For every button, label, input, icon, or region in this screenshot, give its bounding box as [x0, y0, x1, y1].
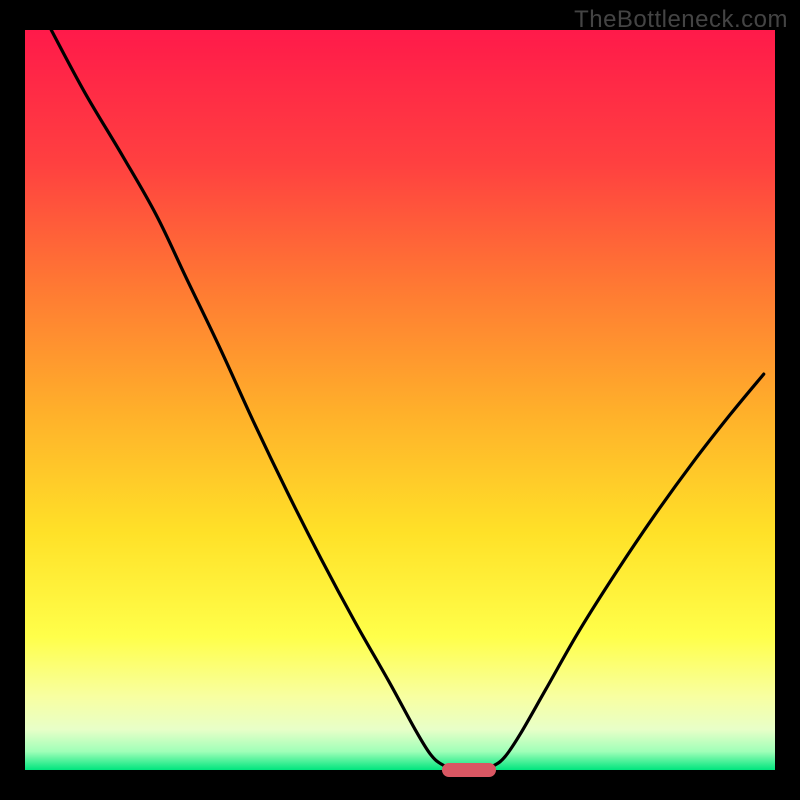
- chart-frame: TheBottleneck.com: [0, 0, 800, 800]
- optimal-range-marker: [442, 763, 496, 777]
- plot-background: [25, 30, 775, 770]
- bottleneck-chart: [0, 0, 800, 800]
- watermark-text: TheBottleneck.com: [574, 6, 788, 34]
